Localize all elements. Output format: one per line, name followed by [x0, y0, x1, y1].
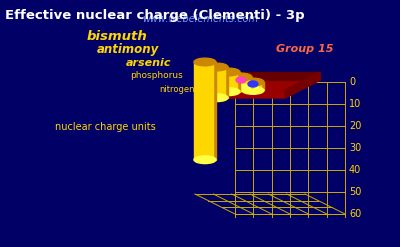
Text: 60: 60	[349, 209, 361, 219]
Polygon shape	[237, 72, 240, 92]
Text: arsenic: arsenic	[126, 58, 171, 68]
Ellipse shape	[194, 156, 216, 164]
Text: phosphorus: phosphorus	[130, 71, 183, 81]
Ellipse shape	[230, 84, 252, 92]
Text: 10: 10	[349, 99, 361, 109]
Ellipse shape	[206, 63, 228, 71]
Text: 0: 0	[349, 77, 355, 87]
Polygon shape	[249, 77, 252, 88]
Text: www.webelements.com: www.webelements.com	[142, 14, 258, 24]
Ellipse shape	[242, 78, 264, 86]
Text: bismuth: bismuth	[86, 30, 147, 43]
Ellipse shape	[242, 87, 264, 94]
Polygon shape	[206, 67, 225, 98]
Ellipse shape	[218, 68, 240, 76]
Ellipse shape	[218, 88, 240, 96]
Polygon shape	[195, 80, 320, 98]
Text: 40: 40	[349, 165, 361, 175]
Ellipse shape	[194, 58, 216, 66]
Text: 50: 50	[349, 187, 361, 197]
Text: Effective nuclear charge (Clementi) - 3p: Effective nuclear charge (Clementi) - 3p	[5, 9, 305, 22]
Polygon shape	[225, 67, 228, 98]
Polygon shape	[242, 82, 261, 90]
Ellipse shape	[248, 81, 258, 87]
Polygon shape	[261, 82, 264, 90]
Text: nitrogen: nitrogen	[160, 84, 195, 94]
Text: 30: 30	[349, 143, 361, 153]
Text: nuclear charge units: nuclear charge units	[55, 122, 156, 132]
Ellipse shape	[206, 94, 228, 102]
Text: antimony: antimony	[97, 43, 159, 57]
Polygon shape	[213, 62, 216, 160]
Polygon shape	[194, 62, 213, 160]
Polygon shape	[285, 72, 320, 98]
Polygon shape	[218, 72, 237, 92]
Polygon shape	[230, 72, 320, 80]
Ellipse shape	[236, 77, 246, 83]
Ellipse shape	[230, 73, 252, 81]
Text: 20: 20	[349, 121, 361, 131]
Text: Group 15: Group 15	[276, 44, 334, 54]
Polygon shape	[230, 77, 249, 88]
